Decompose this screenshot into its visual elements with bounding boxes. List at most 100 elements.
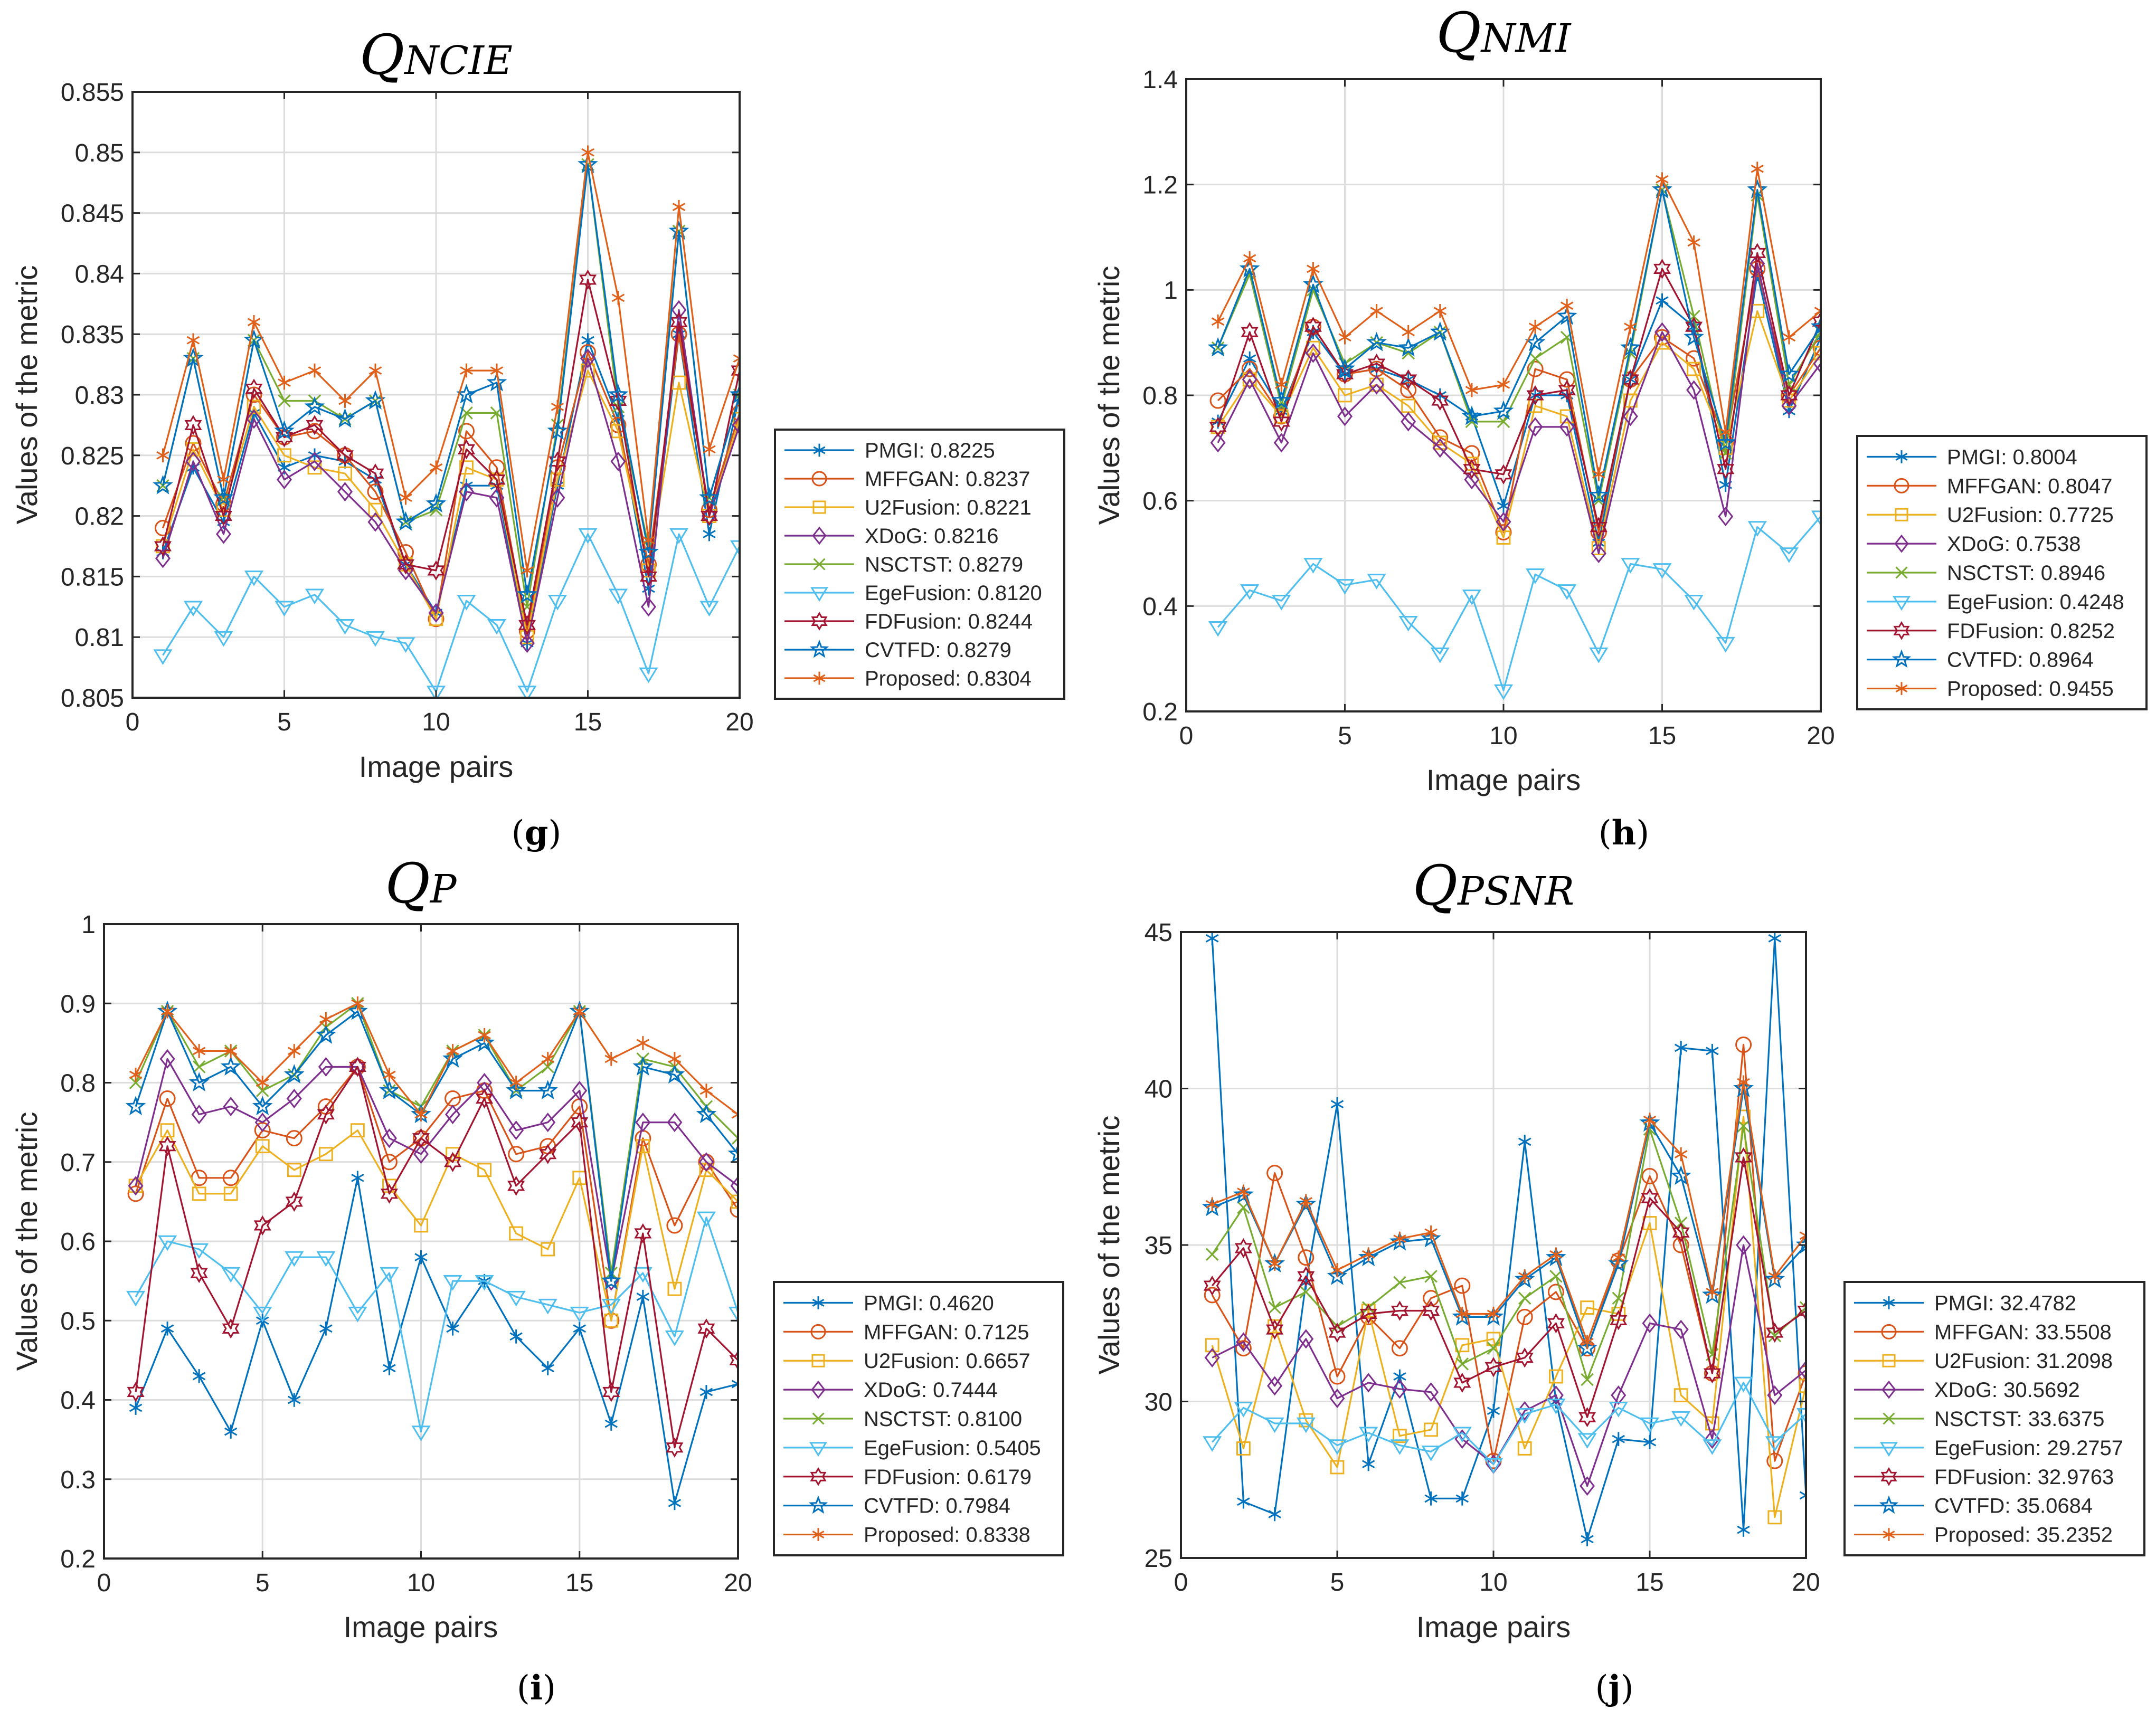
data-point	[730, 1201, 738, 1218]
data-point	[1268, 1507, 1281, 1522]
legend-j: PMGI: 32.4782 MFFGAN: 33.5508 U2Fusion: 31…	[1843, 1281, 2145, 1556]
legend-label: XDoG: 0.8216	[865, 525, 999, 548]
legend-marker	[812, 500, 826, 514]
data-point	[458, 482, 475, 502]
data-point	[1621, 558, 1640, 574]
legend-marker	[811, 612, 828, 631]
legend-item-pmgi: PMGI: 0.8004	[1867, 445, 2077, 469]
data-point	[508, 1146, 525, 1163]
data-point	[1338, 388, 1352, 403]
legend-marker	[1881, 1324, 1897, 1339]
legend-label: EgeFusion: 0.8120	[865, 582, 1042, 605]
data-point	[731, 1107, 738, 1122]
title-main-i: Q	[385, 851, 430, 916]
data-point	[1590, 517, 1607, 537]
legend-label: U2Fusion: 0.7725	[1947, 503, 2114, 527]
data-point	[1653, 259, 1671, 279]
data-point	[1235, 1340, 1252, 1357]
data-point	[636, 1139, 650, 1154]
data-point	[1706, 1285, 1719, 1299]
data-point	[636, 1036, 650, 1050]
legend-label: Proposed: 0.9455	[1947, 678, 2114, 701]
data-point	[517, 686, 537, 698]
data-point	[1654, 329, 1670, 346]
data-point	[1703, 1363, 1721, 1384]
data-point	[1424, 1491, 1438, 1506]
data-point	[731, 1132, 738, 1145]
data-point	[1768, 1329, 1782, 1343]
data-point	[1368, 354, 1386, 374]
data-point	[1335, 358, 1355, 378]
x-tick-label: 15	[1648, 722, 1676, 750]
data-point	[733, 351, 740, 366]
data-point	[277, 448, 291, 463]
data-point	[365, 631, 385, 647]
legend-marker	[810, 587, 828, 602]
series-line-proposed	[162, 151, 740, 572]
data-point	[274, 420, 295, 440]
y-tick-label: 0.3	[60, 1466, 96, 1494]
panel-title-i: QP	[385, 851, 457, 916]
legend-label: Proposed: 35.2352	[1934, 1524, 2113, 1547]
data-point	[550, 488, 565, 508]
data-point	[1338, 330, 1351, 345]
data-point	[288, 1044, 301, 1058]
legend-marker	[1892, 649, 1912, 668]
legend-label: FDFusion: 0.8252	[1947, 620, 2115, 643]
y-tick-label: 1.4	[1142, 66, 1178, 94]
data-point	[316, 1251, 336, 1267]
data-point	[1558, 379, 1576, 401]
data-point	[348, 1306, 367, 1323]
legend-marker	[809, 1442, 827, 1457]
series-pmgi	[156, 327, 740, 650]
ticks-h: 0 5 10 15 20 0.2 0.4 0.6 0.8 1 1.2 1.4	[1142, 66, 1835, 750]
data-point	[156, 448, 169, 463]
legend-marker	[1893, 621, 1910, 640]
data-point	[506, 1080, 527, 1100]
data-point	[1735, 1036, 1752, 1053]
data-point	[549, 451, 566, 472]
data-point	[550, 472, 565, 487]
legend-item-xdog: XDoG: 0.7538	[1867, 533, 2081, 556]
data-point	[699, 1385, 713, 1399]
data-point	[396, 554, 415, 575]
x-tick-label: 0	[126, 708, 140, 736]
y-tick-label: 0.81	[75, 624, 124, 652]
data-point	[396, 637, 415, 653]
data-point	[1810, 316, 1821, 336]
data-point	[730, 540, 740, 556]
data-point	[1767, 1510, 1782, 1525]
series-line-cvtfd	[1212, 1087, 1806, 1350]
data-point	[1391, 1340, 1408, 1357]
data-point	[729, 1350, 738, 1371]
data-point	[699, 1084, 713, 1098]
data-point	[667, 1281, 682, 1296]
data-point	[337, 482, 353, 502]
data-point	[639, 667, 658, 683]
data-point	[244, 571, 264, 586]
data-point	[155, 520, 171, 537]
data-point	[1779, 363, 1800, 383]
data-point	[275, 601, 294, 617]
data-point	[1812, 339, 1821, 356]
data-point	[1781, 396, 1797, 416]
series-proposed	[129, 996, 738, 1122]
data-point	[639, 566, 658, 587]
data-point	[1493, 684, 1514, 700]
caption-letter-h: h	[1612, 813, 1637, 853]
legend-item-mffgan: MFFGAN: 33.5508	[1854, 1320, 2112, 1344]
data-point	[1549, 1270, 1563, 1283]
data-point	[460, 363, 473, 378]
data-point	[703, 442, 716, 457]
data-point	[306, 415, 324, 435]
data-point	[1391, 1300, 1408, 1321]
data-point	[184, 415, 202, 435]
data-point	[1737, 1119, 1750, 1133]
data-point	[1737, 1075, 1750, 1089]
series-proposed	[1211, 161, 1821, 482]
data-point	[1799, 1379, 1806, 1393]
data-point	[1462, 590, 1481, 605]
data-point	[444, 1152, 462, 1172]
data-point	[1517, 1441, 1532, 1456]
y-tick-label: 0.4	[1142, 593, 1178, 621]
